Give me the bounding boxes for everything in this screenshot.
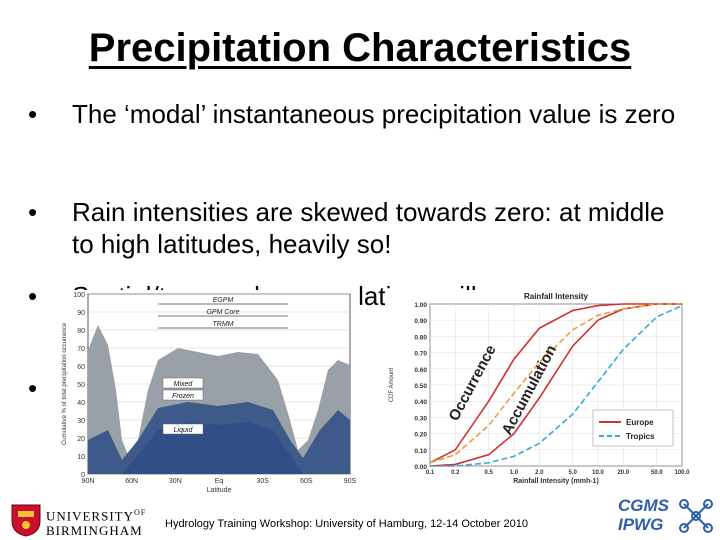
y-axis-label: Cumulative % of total precipitation occu… xyxy=(62,322,68,445)
y-tick-label: 50 xyxy=(77,382,85,389)
band-label: GPM Core xyxy=(206,309,239,316)
x-tick-label: 2.0 xyxy=(535,470,544,476)
y-tick-label: 0.60 xyxy=(414,367,427,374)
x-tick-label: 0.1 xyxy=(426,470,435,476)
rainfall-cdf-chart: Rainfall Intensity 0.00 0.10 0.20 0.30 0.40 0.… xyxy=(389,292,690,485)
bullet-dot: • xyxy=(28,197,38,227)
x-tick-label: 90N xyxy=(82,478,95,485)
y-tick-label: 90 xyxy=(77,310,85,317)
x-axis-label: Latitude xyxy=(207,487,232,494)
region-label-box xyxy=(162,377,204,389)
y-tick-label: 0.10 xyxy=(414,448,427,455)
y-tick-label: 0 xyxy=(81,472,85,479)
band-label: TRMM xyxy=(213,321,234,328)
bullet-dot: • xyxy=(28,373,38,403)
x-tick-label: 20.0 xyxy=(617,470,629,476)
y-tick-label: 0.00 xyxy=(414,464,427,471)
x-tick-label: 0.5 xyxy=(485,470,494,476)
university-line2: BIRMINGHAM xyxy=(46,523,143,539)
x-tick-label: 90S xyxy=(344,478,357,485)
y-tick-label: 0.70 xyxy=(414,351,427,358)
chart-title: Rainfall Intensity xyxy=(524,292,589,301)
region-label-box xyxy=(162,389,204,401)
x-tick-label: 0.2 xyxy=(451,470,460,476)
y-tick-label: 40 xyxy=(77,400,85,407)
y-axis-label: CDF Amount xyxy=(389,368,395,403)
slide-title: Precipitation Characteristics xyxy=(88,26,632,70)
university-of: OF xyxy=(134,508,147,517)
x-tick-label: 100.0 xyxy=(674,470,690,476)
y-tick-label: 10 xyxy=(77,454,85,461)
y-tick-label: 0.50 xyxy=(414,383,427,390)
x-tick-label: 10.0 xyxy=(592,470,604,476)
y-tick-label: 60 xyxy=(77,364,85,371)
band-label: EGPM xyxy=(213,297,234,304)
series-line-europe-occurrence xyxy=(429,303,682,464)
legend-label: Tropics xyxy=(626,432,655,441)
university-logo-text: UNIVERSITYOF BIRMINGHAM xyxy=(46,505,146,538)
y-tick-label: 20 xyxy=(77,436,85,443)
y-tick-label: 30 xyxy=(77,418,85,425)
bullet-dot: • xyxy=(28,99,38,129)
region-label: Frozen xyxy=(172,393,194,400)
footer-text: Hydrology Training Workshop: University … xyxy=(165,518,528,530)
region-label: Liquid xyxy=(174,427,194,434)
x-tick-label: 60S xyxy=(300,478,313,485)
y-tick-label: 0.90 xyxy=(414,318,427,325)
ipwg-text: IPWG xyxy=(618,515,664,534)
legend-box xyxy=(592,409,674,447)
network-icon xyxy=(679,499,713,533)
y-tick-label: 70 xyxy=(77,346,85,353)
cgms-text: CGMS xyxy=(618,496,669,515)
y-tick-label: 0.30 xyxy=(414,415,427,422)
x-tick-label: 30S xyxy=(256,478,269,485)
university-line1: UNIVERSITY xyxy=(46,508,134,524)
bullet-1-text: The ‘modal’ instantaneous precipitation … xyxy=(72,99,676,129)
latitude-chart: 0 10 20 30 40 50 60 70 80 90 100 90N 60N 30N Eq 30S 60S 9… xyxy=(62,292,357,494)
y-tick-label: 1.00 xyxy=(414,302,427,309)
x-tick-label: 50.0 xyxy=(651,470,663,476)
x-tick-label: Eq xyxy=(215,478,224,485)
rainfall-cdf-figure: Rainfall Intensity 0.00 0.10 0.20 0.30 0.40 0.… xyxy=(385,290,690,495)
legend-label: Europe xyxy=(626,418,654,427)
bullet-2-text: Rain intensities are skewed towards zero… xyxy=(72,197,665,259)
region-label: Mixed xyxy=(174,381,194,388)
x-tick-label: 30N xyxy=(169,478,182,485)
x-tick-label: 5.0 xyxy=(569,470,578,476)
x-tick-label: 60N xyxy=(125,478,138,485)
y-tick-label: 80 xyxy=(77,328,85,335)
university-crest-icon xyxy=(11,504,41,537)
x-axis-label: Rainfall Intensity (mmh-1) xyxy=(513,478,599,485)
series-line-tropics-occurrence xyxy=(429,303,682,464)
series-line-tropics-accumulation xyxy=(430,304,683,467)
latitude-distribution-figure: 0 10 20 30 40 50 60 70 80 90 100 90N 60N 30N Eq 30S 60S 9… xyxy=(58,290,358,495)
region-label-box xyxy=(162,423,204,435)
bullet-dot: • xyxy=(28,281,38,311)
y-tick-label: 0.40 xyxy=(414,399,427,406)
cgms-ipwg-logo: CGMS IPWG xyxy=(618,496,669,534)
x-tick-label: 1.0 xyxy=(510,470,519,476)
y-tick-label: 100 xyxy=(73,292,85,299)
y-tick-label: 0.20 xyxy=(414,432,427,439)
y-tick-label: 0.80 xyxy=(414,334,427,341)
